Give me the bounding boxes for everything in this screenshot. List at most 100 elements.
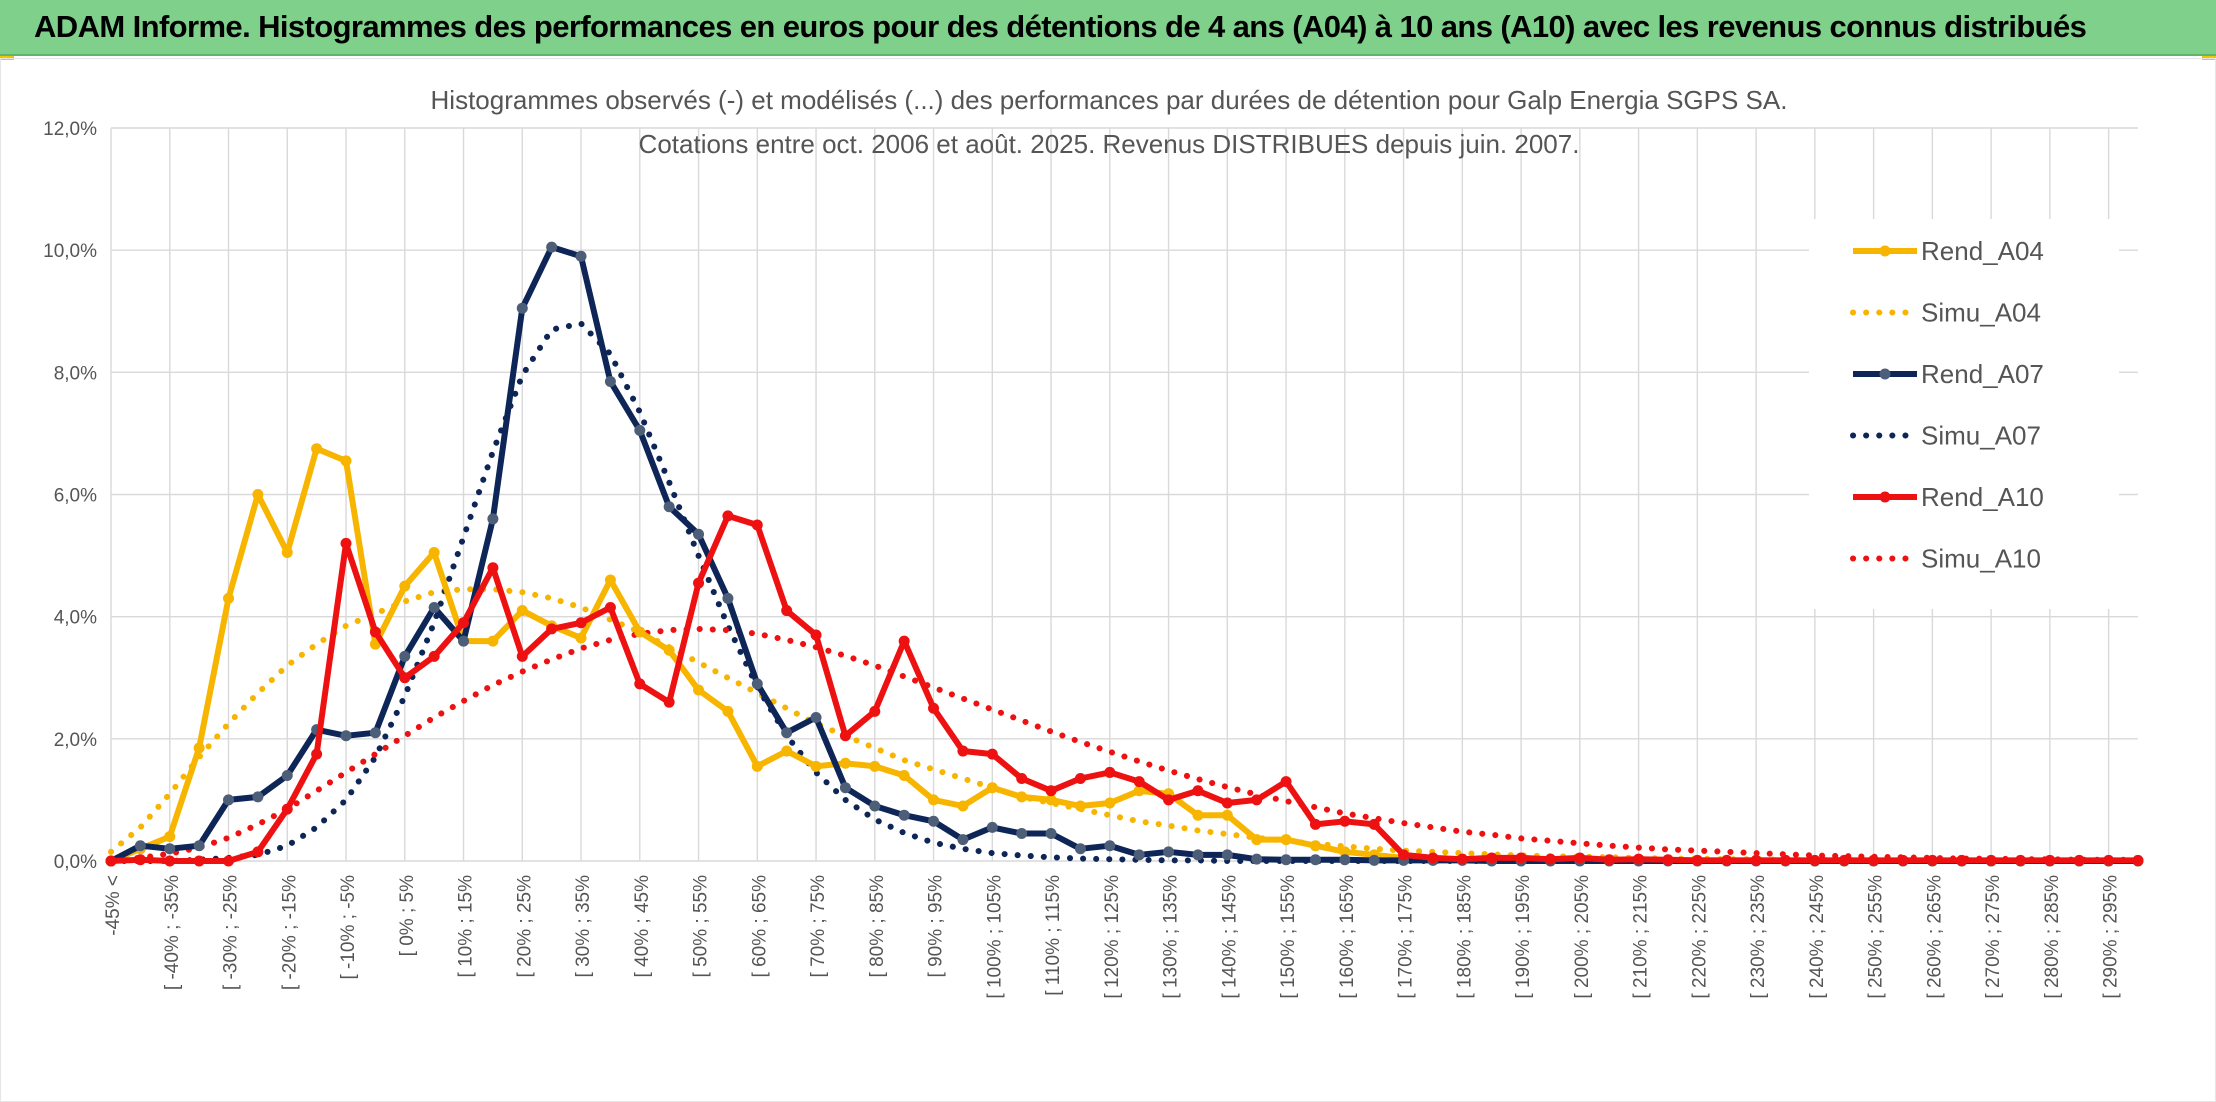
data-point <box>898 635 910 647</box>
legend-marker <box>1879 245 1891 257</box>
data-point <box>604 574 616 586</box>
data-point <box>2103 854 2115 866</box>
data-point <box>1721 854 1733 866</box>
data-point <box>1926 854 1938 866</box>
x-tick-label: [ 110% ; 115% <box>1043 875 1064 996</box>
x-tick-label: [ 120% ; 125% <box>1102 875 1123 999</box>
y-tick-label: 10,0% <box>43 241 97 262</box>
legend-marker <box>1879 491 1891 503</box>
data-point <box>223 794 235 806</box>
data-point <box>2132 854 2144 866</box>
data-point <box>1163 846 1175 858</box>
x-tick-label: [ 70% ; 75% <box>808 875 829 978</box>
y-tick-label: 2,0% <box>54 730 97 751</box>
data-point <box>1368 818 1380 830</box>
data-point <box>1515 852 1527 864</box>
data-point <box>781 745 793 757</box>
x-tick-label: [ 270% ; 275% <box>1983 875 2004 999</box>
data-point <box>2014 854 2026 866</box>
data-point <box>575 250 587 262</box>
data-point <box>839 730 851 742</box>
y-tick-label: 0,0% <box>54 852 97 873</box>
data-point <box>281 769 293 781</box>
data-point <box>575 617 587 629</box>
data-point <box>1956 854 1968 866</box>
legend-item: Simu_A07 <box>1850 421 2041 451</box>
y-tick-label: 4,0% <box>54 608 97 629</box>
chart-title-line-1: Histogrammes observés (-) et modélisés (… <box>431 85 1788 115</box>
data-point <box>164 855 176 867</box>
x-tick-label: [ 220% ; 225% <box>1689 875 1710 999</box>
data-point <box>458 617 470 629</box>
data-point <box>1104 840 1116 852</box>
data-point <box>604 375 616 387</box>
data-point <box>1779 854 1791 866</box>
data-point <box>1750 854 1762 866</box>
legend-item: Simu_A04 <box>1850 298 2041 328</box>
data-point <box>487 635 499 647</box>
data-point <box>1221 849 1233 861</box>
x-tick-label: [ 250% ; 255% <box>1866 875 1887 999</box>
series-rend-a10 <box>105 510 2144 867</box>
data-point <box>487 562 499 574</box>
report-title: ADAM Informe. Histogrammes des performan… <box>34 9 2087 44</box>
legend: Rend_A04 Simu_A04 Rend_A07 Simu_A07 Rend_A10… <box>1850 236 2044 574</box>
data-point <box>252 791 264 803</box>
x-tick-label: [ 180% ; 185% <box>1454 875 1475 999</box>
data-point <box>193 742 205 754</box>
data-point <box>428 602 440 614</box>
x-tick-label: -45% < <box>103 875 124 936</box>
data-point <box>957 800 969 812</box>
data-point <box>1016 828 1028 840</box>
legend-label: Simu_A07 <box>1921 421 2041 451</box>
data-point <box>1104 766 1116 778</box>
data-point <box>1045 794 1057 806</box>
data-point <box>986 748 998 760</box>
data-point <box>722 705 734 717</box>
data-point <box>1280 834 1292 846</box>
data-point <box>134 854 146 866</box>
legend-label: Rend_A04 <box>1921 236 2044 266</box>
data-point <box>281 803 293 815</box>
legend-background <box>1809 219 2119 609</box>
data-point <box>1133 776 1145 788</box>
x-tick-label: [ 30% ; 35% <box>573 875 594 978</box>
data-point <box>869 800 881 812</box>
legend-item: Rend_A10 <box>1853 482 2044 512</box>
data-point <box>1339 815 1351 827</box>
data-point <box>1074 800 1086 812</box>
data-point <box>1691 854 1703 866</box>
x-tick-label: [ -10% ; -5% <box>338 875 359 980</box>
data-point <box>1368 854 1380 866</box>
data-point <box>1192 809 1204 821</box>
data-point <box>311 443 323 455</box>
data-point <box>1221 809 1233 821</box>
data-point <box>1192 849 1204 861</box>
data-point <box>516 650 528 662</box>
chart-title-line-2: Cotations entre oct. 2006 et août. 2025.… <box>639 129 1580 159</box>
data-point <box>693 528 705 540</box>
data-point <box>1251 834 1263 846</box>
data-point <box>193 855 205 867</box>
series-line <box>108 586 2141 864</box>
data-point <box>1133 785 1145 797</box>
data-point <box>1633 853 1645 865</box>
legend-marker <box>1879 368 1891 380</box>
data-point <box>487 513 499 525</box>
data-point <box>193 840 205 852</box>
data-point <box>1985 854 1997 866</box>
x-tick-label: [ 260% ; 265% <box>1924 875 1945 999</box>
legend-label: Simu_A04 <box>1921 298 2041 328</box>
x-tick-label: [ 40% ; 45% <box>632 875 653 978</box>
data-point <box>252 489 264 500</box>
data-point <box>1603 854 1615 866</box>
data-point <box>1192 785 1204 797</box>
x-tick-label: [ 280% ; 285% <box>2042 875 2063 999</box>
x-tick-label: [ 90% ; 95% <box>926 875 947 978</box>
data-point <box>1251 794 1263 806</box>
series-simu-a10 <box>108 625 2141 863</box>
data-point <box>693 684 705 696</box>
data-point <box>1163 794 1175 806</box>
chart-area: Histogrammes observés (-) et modélisés (… <box>0 58 2216 1102</box>
x-tick-label: [ 170% ; 175% <box>1396 875 1417 999</box>
